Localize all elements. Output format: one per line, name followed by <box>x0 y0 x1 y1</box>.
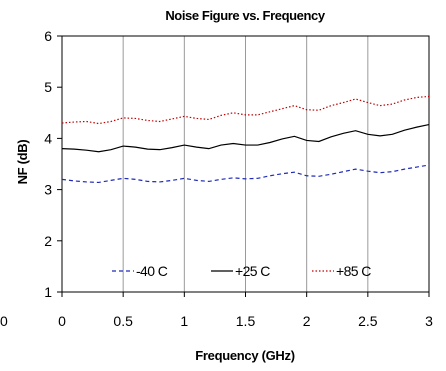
stray-tick-label: 0 <box>0 313 8 329</box>
x-tick-label: 0 <box>58 313 66 329</box>
x-tick-label: 1.5 <box>236 313 256 329</box>
series-line-0 <box>61 164 430 184</box>
x-tick-label: 3 <box>425 313 433 329</box>
series-line-1 <box>61 123 430 153</box>
legend-label-2: +85 C <box>336 263 371 279</box>
x-axis-label: Frequency (GHz) <box>195 348 295 363</box>
x-tick-label: 2 <box>303 313 311 329</box>
chart-title: Noise Figure vs. Frequency <box>165 8 326 23</box>
legend-label-1: +25 C <box>235 263 270 279</box>
y-tick-label: 3 <box>44 182 52 198</box>
grid <box>122 36 369 292</box>
axes: 0 0.5 1 1.5 2 2.5 3 1 2 3 4 5 6 <box>44 28 433 329</box>
x-tick-label: 1 <box>180 313 188 329</box>
y-tick-label: 6 <box>44 28 52 44</box>
x-tick-label: 2.5 <box>358 313 378 329</box>
legend-label-0: -40 C <box>136 263 168 279</box>
series-lines <box>61 95 430 184</box>
y-tick-label: 1 <box>44 284 52 300</box>
legend: -40 C +25 C +85 C <box>112 263 372 279</box>
x-tick-label: 0.5 <box>113 313 133 329</box>
y-tick-label: 2 <box>44 233 52 249</box>
series-line-2 <box>61 95 430 125</box>
y-axis-label: NF (dB) <box>15 140 30 185</box>
y-tick-label: 5 <box>44 79 52 95</box>
y-tick-label: 4 <box>44 130 52 146</box>
